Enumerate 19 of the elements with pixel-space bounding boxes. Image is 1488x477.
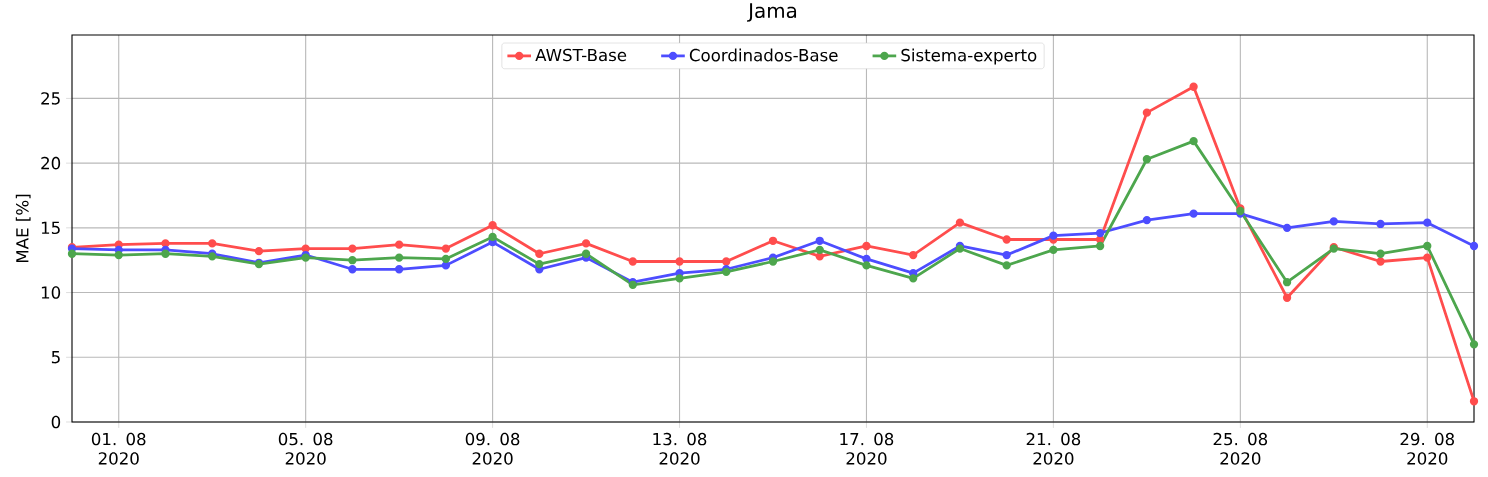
y-tick-label: 15 [41, 221, 60, 235]
x-tick-label: 29. 08 2020 [1400, 432, 1455, 465]
y-tick-label: 5 [51, 351, 60, 364]
legend-label: Sistema-experto [901, 48, 1037, 65]
y-tick-label: 20 [41, 156, 61, 170]
x-tick-label: 17. 08 2020 [840, 432, 894, 465]
legend-label: Coordinados-Base [689, 48, 838, 62]
x-tick-label: 21. 08 2020 [1026, 432, 1081, 465]
x-tick-label: 01. 08 2020 [91, 432, 146, 465]
x-tick-label: 09. 08 2020 [465, 432, 520, 465]
y-tick-label: 25 [41, 92, 60, 105]
chart-title: Jama [747, 3, 797, 22]
y-axis-title: MAE [%] [15, 194, 31, 262]
x-tick-label: 25. 08 2020 [1213, 432, 1268, 465]
y-tick-label: 10 [41, 286, 61, 299]
x-tick-label: 05. 08 2020 [278, 432, 333, 465]
y-tick-label: 0 [51, 415, 61, 429]
x-tick-label: 13. 08 2020 [653, 432, 707, 465]
legend-label: AWST-Base [535, 48, 627, 62]
